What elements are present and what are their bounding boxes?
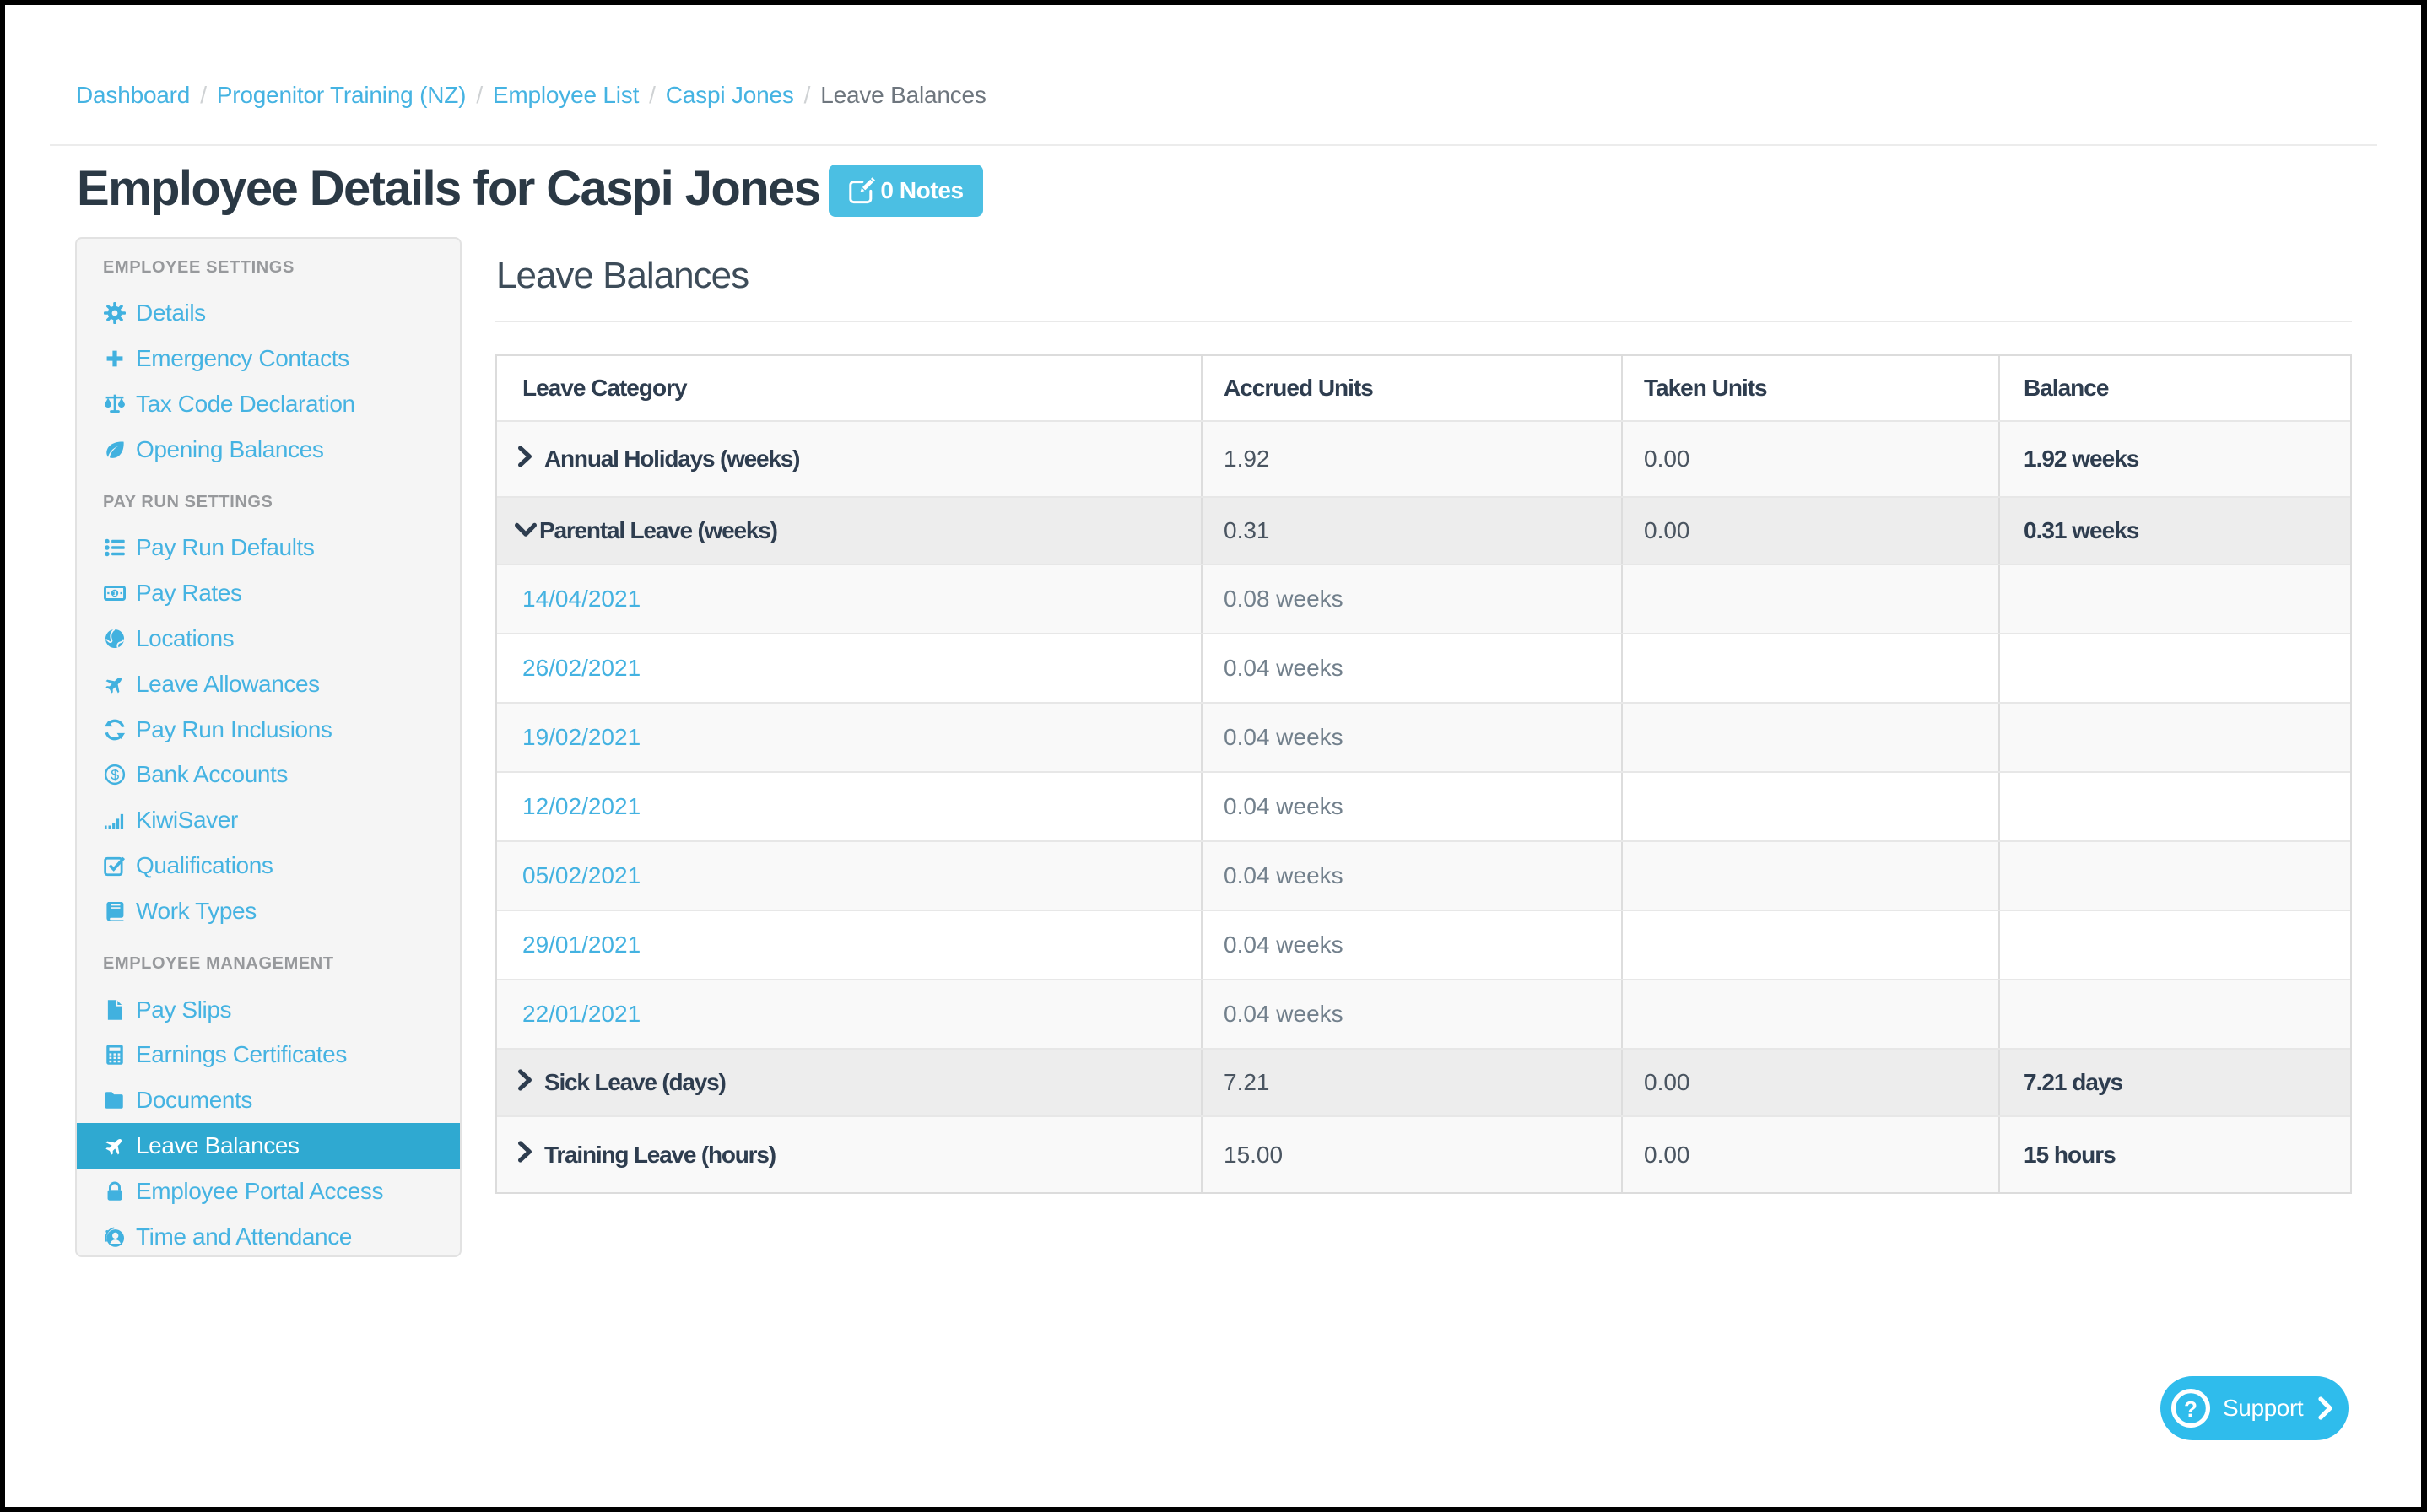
svg-text:$: $ bbox=[111, 767, 119, 784]
svg-text:?: ? bbox=[2184, 1396, 2197, 1422]
svg-text:1: 1 bbox=[113, 590, 117, 597]
